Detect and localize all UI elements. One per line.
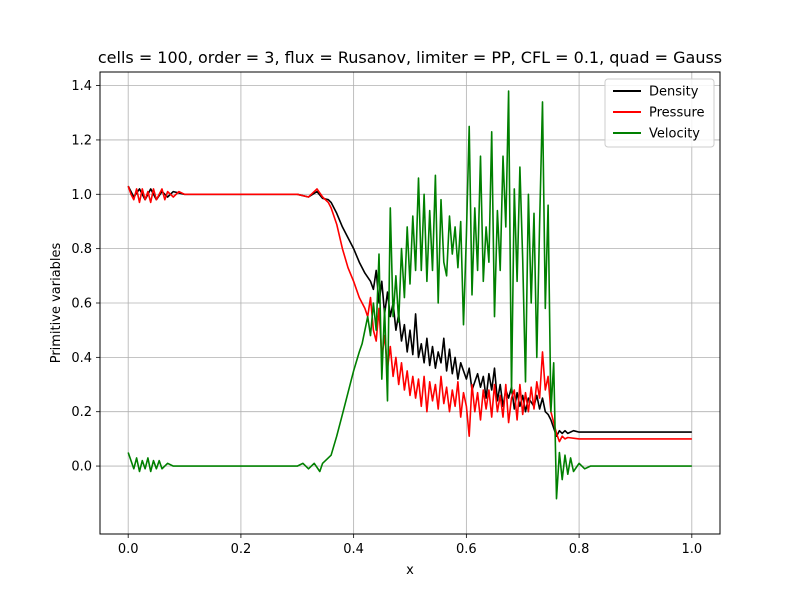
y-tick-label: 1.0	[71, 188, 92, 203]
y-axis-label: Primitive variables	[49, 242, 64, 363]
legend-label-pressure: Pressure	[649, 106, 705, 121]
x-tick-label: 0.2	[231, 542, 252, 557]
x-tick-label: 0.6	[456, 542, 477, 557]
y-tick-label: 0.2	[71, 405, 92, 420]
series-line-velocity	[127, 90, 692, 500]
x-axis-label: x	[406, 563, 414, 578]
grid	[100, 72, 720, 534]
legend-box	[604, 78, 715, 148]
ticks: 0.0 0.2 0.4 0.6 0.8 1.0 0.0 0.2 0.4 0.6 0.8 1.0 1.2 1…	[71, 79, 702, 557]
legend: Density Pressure Velocity	[604, 78, 715, 148]
y-tick-label: 0.4	[71, 351, 92, 366]
y-tick-label: 0.6	[71, 297, 92, 312]
series-layer	[127, 90, 692, 500]
x-tick-label: 0.8	[569, 542, 590, 557]
y-tick-label: 1.4	[71, 79, 92, 94]
y-tick-label: 1.2	[71, 133, 92, 148]
legend-label-density: Density	[649, 85, 699, 100]
y-tick-label: 0.8	[71, 242, 92, 257]
series-line-pressure	[127, 185, 692, 443]
series-line-density	[127, 185, 692, 437]
x-tick-label: 0.0	[118, 542, 139, 557]
x-tick-label: 1.0	[681, 542, 702, 557]
chart-title: cells = 100, order = 3, flux = Rusanov, …	[98, 48, 722, 67]
legend-label-velocity: Velocity	[649, 127, 700, 142]
x-tick-label: 0.4	[343, 542, 364, 557]
y-tick-label: 0.0	[71, 460, 92, 475]
